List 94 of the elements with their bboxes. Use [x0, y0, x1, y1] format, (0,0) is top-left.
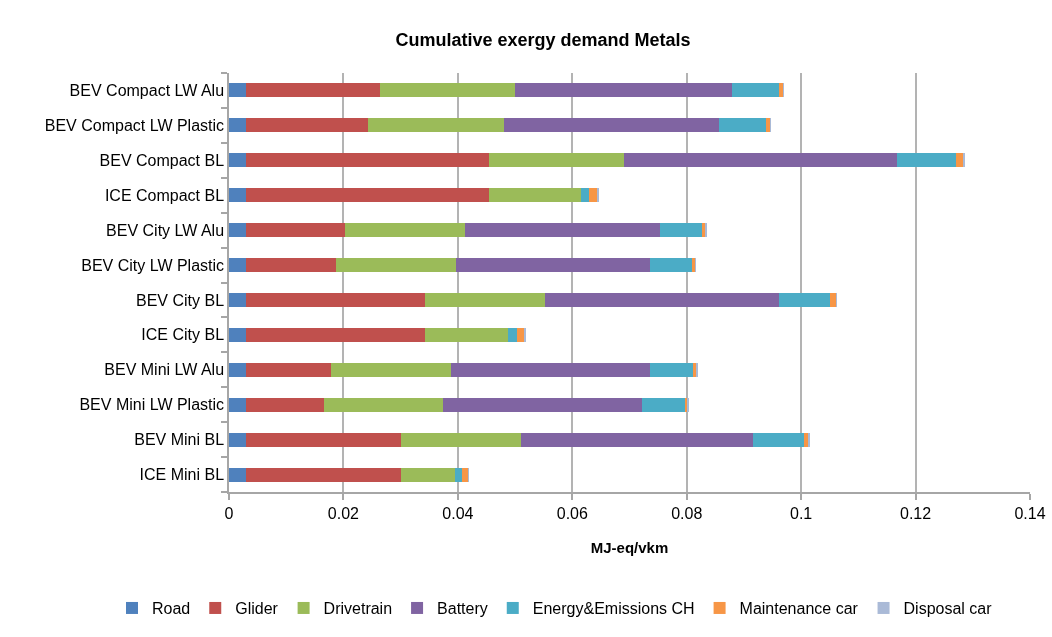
bar	[401, 432, 521, 447]
x-tick-label: 0.12	[900, 504, 932, 522]
bar	[229, 397, 247, 412]
bar	[659, 223, 702, 238]
bar	[246, 432, 402, 447]
bar	[516, 327, 525, 342]
bar	[488, 153, 625, 168]
bar	[588, 188, 598, 203]
bar	[462, 467, 469, 482]
legend-label: Drivetrain	[323, 600, 393, 618]
bar	[229, 258, 247, 273]
bar	[229, 362, 247, 377]
bar	[778, 83, 784, 98]
bar	[753, 432, 804, 447]
y-tick-label: BEV Compact LW Alu	[69, 82, 225, 100]
bar	[229, 467, 247, 482]
y-tick-label: ICE Mini BL	[139, 466, 225, 484]
bar	[345, 223, 465, 238]
bar	[778, 292, 831, 307]
bar	[464, 223, 660, 238]
bar	[545, 292, 779, 307]
y-tick-label: BEV City LW Alu	[106, 221, 225, 239]
bar	[246, 292, 426, 307]
bar	[246, 397, 324, 412]
bar	[691, 258, 696, 273]
y-tick-label: BEV Compact LW Plastic	[44, 116, 225, 134]
bar	[323, 397, 443, 412]
x-tick-label: 0.14	[1014, 504, 1046, 522]
bar	[503, 118, 720, 133]
bar	[229, 153, 247, 168]
bar	[246, 467, 402, 482]
y-tick-label: BEV City LW Plastic	[81, 256, 225, 274]
bar	[766, 118, 771, 133]
y-tick-label: BEV Mini LW Plastic	[79, 396, 225, 414]
bar	[830, 292, 837, 307]
y-tick-label: BEV City BL	[136, 291, 225, 309]
bar	[380, 83, 516, 98]
bar	[731, 83, 779, 98]
bar	[641, 397, 685, 412]
x-tick-label: 0.08	[671, 504, 703, 522]
bar	[425, 292, 546, 307]
bar	[246, 83, 381, 98]
y-tick-label: BEV Mini BL	[134, 431, 225, 449]
bar	[624, 153, 898, 168]
bar	[650, 362, 694, 377]
bar	[246, 223, 346, 238]
bar	[450, 362, 651, 377]
x-tick-label: 0.02	[327, 504, 360, 522]
chart-title: Cumulative exergy demand Metals	[395, 30, 691, 51]
x-tick-label: 0.04	[442, 504, 474, 522]
bar	[229, 188, 247, 203]
bar	[956, 153, 964, 168]
bar	[455, 258, 650, 273]
bar	[229, 292, 247, 307]
bar	[368, 118, 504, 133]
bar	[229, 118, 247, 133]
bar	[508, 327, 517, 342]
bar	[719, 118, 767, 133]
legend-label: Disposal car	[903, 600, 993, 618]
bar	[488, 188, 581, 203]
bar	[520, 432, 754, 447]
bar	[331, 362, 451, 377]
bar	[229, 432, 247, 447]
bar	[335, 258, 456, 273]
bar	[401, 467, 455, 482]
bar	[580, 188, 589, 203]
bar	[425, 327, 509, 342]
bar	[649, 258, 692, 273]
bar	[246, 153, 489, 168]
bar	[246, 118, 369, 133]
y-tick-label: ICE City BL	[141, 326, 225, 344]
bar	[897, 153, 957, 168]
y-tick-label: BEV Compact BL	[99, 151, 225, 169]
legend-label: Road	[152, 600, 191, 618]
legend-label: Battery	[437, 600, 488, 618]
legend-label: Glider	[235, 600, 279, 618]
bar	[246, 327, 426, 342]
bar	[229, 223, 247, 238]
legend-label: Maintenance car	[739, 600, 859, 618]
x-tick-label: 0	[224, 504, 234, 522]
y-tick-label: ICE Compact BL	[104, 186, 225, 204]
legend-label: Energy&Emissions CH	[532, 600, 695, 618]
bar	[246, 258, 336, 273]
y-tick-label: BEV Mini LW Alu	[104, 361, 225, 379]
bar	[246, 188, 489, 203]
bar	[515, 83, 732, 98]
bar	[229, 327, 247, 342]
x-tick-label: 0.06	[556, 504, 588, 522]
bar	[246, 362, 332, 377]
bar	[455, 467, 463, 482]
bar	[229, 83, 247, 98]
bar	[442, 397, 642, 412]
x-tick-label: 0.1	[790, 504, 813, 522]
x-axis-title: MJ-eq/vkm	[590, 539, 669, 557]
